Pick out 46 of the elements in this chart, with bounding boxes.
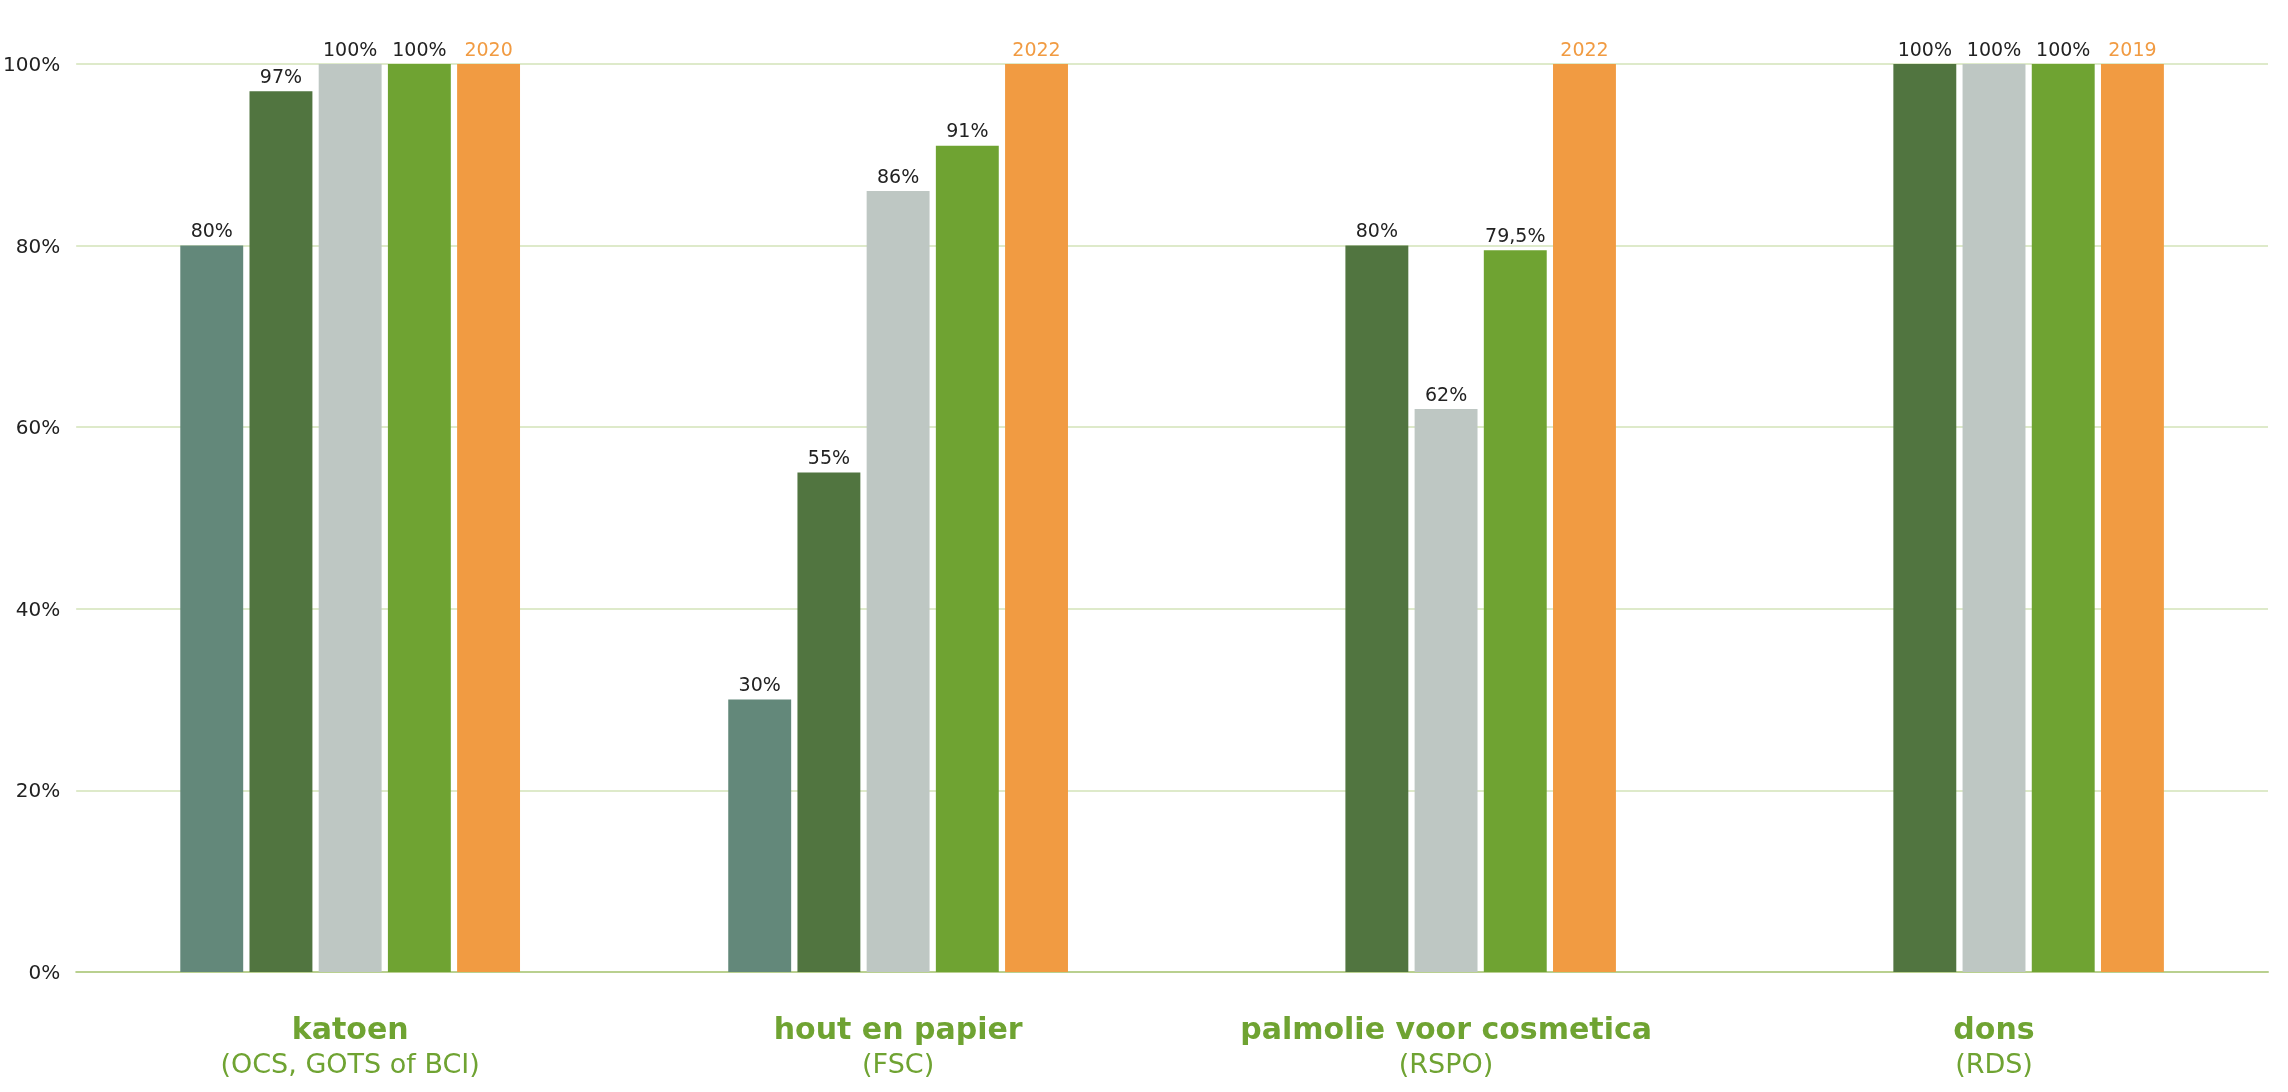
data-label: 80% bbox=[190, 219, 233, 242]
text: 2022 bbox=[1012, 37, 1061, 60]
bar bbox=[457, 64, 521, 972]
bar bbox=[728, 699, 792, 972]
bar bbox=[1553, 64, 1616, 972]
data-label: 62% bbox=[1424, 382, 1468, 405]
y-tick-label: 100% bbox=[2, 52, 61, 76]
bar bbox=[1893, 64, 1957, 972]
x-tick-label: katoen (OCS, GOTS of BCI) bbox=[220, 1010, 480, 1079]
y-tick-label: 20% bbox=[15, 778, 61, 803]
data-label: 100% bbox=[322, 37, 378, 60]
bar bbox=[249, 91, 313, 972]
x-tick-label: dons (RDS) bbox=[1953, 1010, 2035, 1079]
text: 2022 bbox=[1560, 37, 1609, 60]
y-tick-label: 40% bbox=[15, 596, 61, 621]
y-tick-label: 60% bbox=[15, 415, 61, 440]
data-label: 79,5% bbox=[1485, 223, 1546, 246]
data-label: 97% bbox=[259, 64, 303, 87]
bar bbox=[935, 145, 999, 972]
bar bbox=[318, 64, 382, 972]
bar bbox=[866, 191, 930, 972]
x-tick-label: hout en papier (FSC) bbox=[773, 1010, 1023, 1079]
y-tick-label: 80% bbox=[15, 233, 61, 258]
data-label: 80% bbox=[1355, 219, 1398, 242]
data-label: 100% bbox=[392, 37, 447, 60]
bar bbox=[180, 245, 244, 972]
bar bbox=[2100, 64, 2164, 972]
bar bbox=[1483, 250, 1547, 972]
data-label: 100% bbox=[2036, 37, 2091, 60]
data-label: 91% bbox=[946, 119, 989, 142]
x-tick-label: palmolie voor cosmetica (RSPO) bbox=[1240, 1010, 1652, 1079]
y-tick-label: 0% bbox=[28, 960, 61, 984]
text: 2020 bbox=[464, 37, 513, 60]
bar bbox=[1962, 64, 2026, 972]
bar bbox=[1345, 245, 1409, 972]
data-label: 86% bbox=[876, 164, 920, 187]
bar bbox=[387, 64, 451, 972]
data-label: 100% bbox=[1897, 37, 1952, 60]
data-label: 100% bbox=[1966, 37, 2022, 60]
data-label: 30% bbox=[738, 673, 781, 696]
bar bbox=[797, 472, 861, 972]
bar bbox=[2031, 64, 2095, 972]
text: 2019 bbox=[2108, 37, 2157, 60]
bar bbox=[1005, 64, 1068, 972]
bar bbox=[1414, 409, 1478, 972]
data-label: 55% bbox=[807, 446, 851, 469]
